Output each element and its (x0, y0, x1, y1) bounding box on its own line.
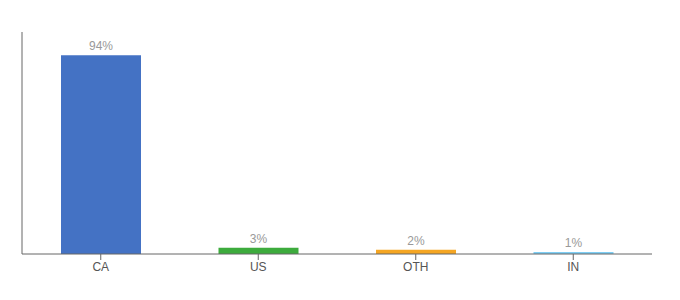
svg-text:CA: CA (92, 260, 109, 274)
svg-text:OTH: OTH (403, 260, 428, 274)
svg-text:2%: 2% (407, 234, 425, 248)
svg-text:3%: 3% (250, 232, 268, 246)
svg-text:94%: 94% (89, 39, 113, 53)
svg-text:1%: 1% (565, 236, 583, 250)
svg-text:IN: IN (567, 260, 579, 274)
svg-text:US: US (250, 260, 267, 274)
